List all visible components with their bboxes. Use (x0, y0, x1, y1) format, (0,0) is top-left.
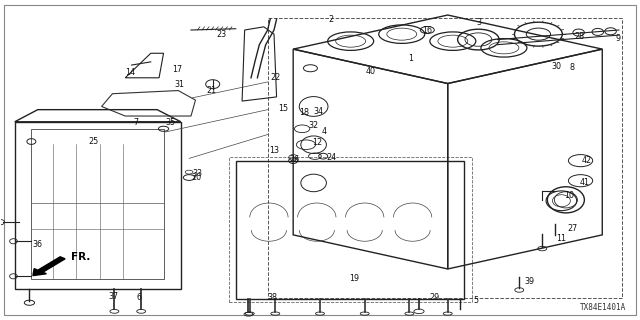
Text: 23: 23 (216, 30, 227, 39)
Text: 5: 5 (473, 296, 478, 305)
Text: 11: 11 (556, 234, 566, 243)
Text: TX84E1401A: TX84E1401A (580, 303, 627, 312)
Text: 17: 17 (172, 65, 182, 74)
Text: 6: 6 (136, 293, 141, 302)
Text: 9: 9 (615, 35, 620, 44)
Text: 32: 32 (308, 121, 319, 130)
FancyArrow shape (33, 257, 65, 276)
Text: 4: 4 (321, 127, 326, 136)
Text: 13: 13 (269, 146, 279, 155)
Text: 20: 20 (191, 173, 201, 182)
Text: 33: 33 (192, 169, 202, 178)
Text: 7: 7 (134, 118, 139, 127)
Text: 34: 34 (314, 107, 324, 116)
Text: 28: 28 (574, 32, 584, 41)
Text: 10: 10 (564, 190, 574, 200)
Text: 12: 12 (312, 138, 323, 147)
Text: 3: 3 (476, 19, 481, 28)
Text: 40: 40 (366, 67, 376, 76)
Text: 15: 15 (278, 104, 289, 113)
Text: 25: 25 (89, 137, 99, 146)
Text: FR.: FR. (71, 252, 90, 261)
Text: 14: 14 (125, 68, 135, 77)
Text: 30: 30 (551, 61, 561, 70)
Text: 42: 42 (582, 156, 592, 165)
Text: 18: 18 (300, 108, 310, 117)
Text: 38: 38 (268, 293, 278, 302)
Text: 22: 22 (270, 73, 280, 82)
Text: 1: 1 (408, 53, 413, 62)
Text: 26: 26 (289, 155, 300, 164)
Text: 35: 35 (166, 118, 175, 127)
Text: 29: 29 (430, 293, 440, 302)
Text: 21: 21 (206, 86, 216, 95)
Text: 8: 8 (569, 63, 574, 72)
Text: 36: 36 (33, 240, 43, 249)
Text: 39: 39 (524, 277, 534, 286)
Text: 41: 41 (579, 179, 589, 188)
Text: 27: 27 (568, 224, 578, 233)
Text: 16: 16 (422, 27, 432, 36)
Text: 31: 31 (174, 80, 184, 89)
Text: 2: 2 (328, 15, 333, 24)
Bar (268, 18, 622, 298)
Text: 19: 19 (349, 274, 359, 283)
Text: 24: 24 (326, 153, 337, 162)
Text: 37: 37 (108, 292, 118, 301)
